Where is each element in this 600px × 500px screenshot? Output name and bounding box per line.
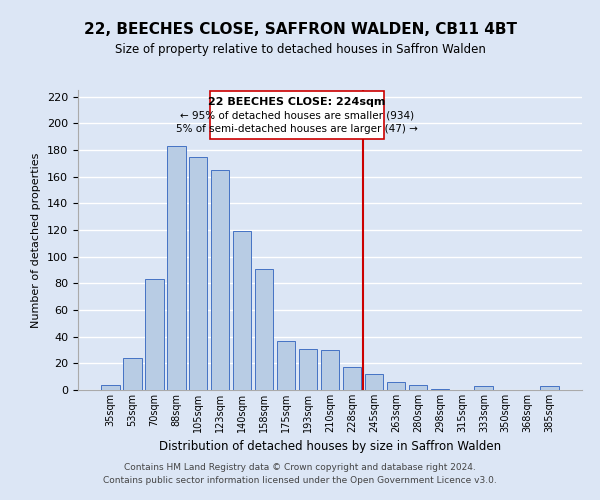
Bar — [101, 384, 119, 390]
Text: 5% of semi-detached houses are larger (47) →: 5% of semi-detached houses are larger (4… — [176, 124, 418, 134]
Y-axis label: Number of detached properties: Number of detached properties — [31, 152, 41, 328]
Bar — [189, 156, 208, 390]
Bar — [343, 368, 361, 390]
Bar — [145, 280, 164, 390]
Bar — [233, 232, 251, 390]
Bar — [211, 170, 229, 390]
Bar — [123, 358, 142, 390]
Bar — [386, 382, 405, 390]
Bar — [541, 386, 559, 390]
X-axis label: Distribution of detached houses by size in Saffron Walden: Distribution of detached houses by size … — [159, 440, 501, 454]
Bar — [475, 386, 493, 390]
Bar — [255, 268, 274, 390]
Bar — [299, 348, 317, 390]
Bar — [431, 388, 449, 390]
Bar — [409, 384, 427, 390]
Text: 22 BEECHES CLOSE: 224sqm: 22 BEECHES CLOSE: 224sqm — [208, 97, 386, 107]
Bar — [320, 350, 340, 390]
Text: Size of property relative to detached houses in Saffron Walden: Size of property relative to detached ho… — [115, 42, 485, 56]
Bar — [167, 146, 185, 390]
FancyBboxPatch shape — [210, 92, 384, 140]
Bar — [365, 374, 383, 390]
Text: ← 95% of detached houses are smaller (934): ← 95% of detached houses are smaller (93… — [180, 110, 414, 120]
Text: 22, BEECHES CLOSE, SAFFRON WALDEN, CB11 4BT: 22, BEECHES CLOSE, SAFFRON WALDEN, CB11 … — [83, 22, 517, 38]
Bar — [277, 340, 295, 390]
Text: Contains HM Land Registry data © Crown copyright and database right 2024.
Contai: Contains HM Land Registry data © Crown c… — [103, 463, 497, 485]
